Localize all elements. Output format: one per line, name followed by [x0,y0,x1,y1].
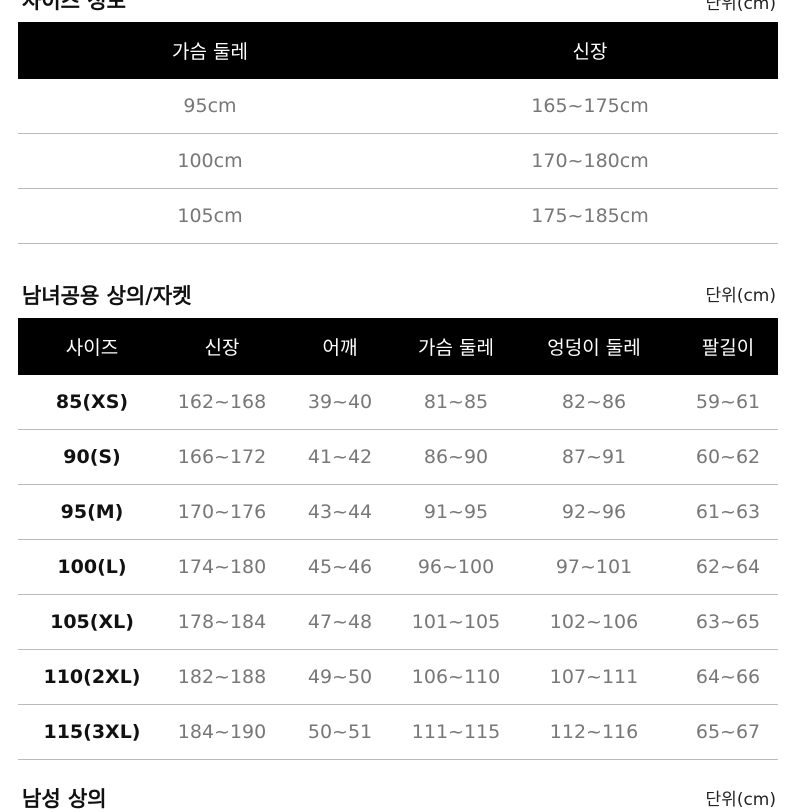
table-row: 90(S) 166~172 41~42 86~90 87~91 60~62 [18,429,778,485]
table-row: 105(XL) 178~184 47~48 101~105 102~106 63~65 [18,594,778,650]
table-cell: 115(3XL) [18,704,166,760]
table-cell: 110(2XL) [18,649,166,705]
table-row: 100(L) 174~180 45~46 96~100 97~101 62~64 [18,539,778,595]
table-row: 115(3XL) 184~190 50~51 111~115 112~116 65~67 [18,704,778,760]
table-cell: 82~86 [510,375,678,430]
table-cell: 165~175cm [402,79,778,134]
table-cell: 91~95 [402,484,510,540]
table-cell: 60~62 [678,429,778,485]
table-cell: 106~110 [402,649,510,705]
column-header: 사이즈 [18,318,166,375]
table-cell: 64~66 [678,649,778,705]
section-title: 사이즈 정보 [22,0,126,13]
table-cell: 105(XL) [18,594,166,650]
section-title: 남성 상의 [22,787,107,811]
table-cell: 41~42 [278,429,402,485]
table-cell: 166~172 [166,429,278,485]
column-header: 신장 [402,22,778,79]
unisex-top-size-table: 사이즈 신장 어깨 가슴 둘레 엉덩이 둘레 팔길이 85(XS) 162~168 39~40 8… [18,318,778,760]
table-cell: 175~185cm [402,188,778,244]
table-cell: 97~101 [510,539,678,595]
table-cell: 111~115 [402,704,510,760]
unit-label: 단위(cm) [705,0,776,14]
table-cell: 49~50 [278,649,402,705]
table-row: 95cm 165~175cm [18,79,778,134]
table-cell: 178~184 [166,594,278,650]
column-header: 엉덩이 둘레 [510,318,678,375]
table-cell: 112~116 [510,704,678,760]
table-row: 110(2XL) 182~188 49~50 106~110 107~111 64~66 [18,649,778,705]
table-cell: 100(L) [18,539,166,595]
unit-label: 단위(cm) [705,790,776,810]
table-row: 100cm 170~180cm [18,133,778,189]
section-title: 남녀공용 상의/자켓 [22,284,192,308]
table-cell: 90(S) [18,429,166,485]
table-cell: 39~40 [278,375,402,430]
table-cell: 63~65 [678,594,778,650]
column-header: 가슴 둘레 [402,318,510,375]
table-cell: 95cm [18,79,402,134]
table-row: 105cm 175~185cm [18,188,778,244]
column-header: 가슴 둘레 [18,22,402,79]
table-cell: 81~85 [402,375,510,430]
table-cell: 162~168 [166,375,278,430]
table-cell: 100cm [18,133,402,189]
table-cell: 45~46 [278,539,402,595]
column-header: 어깨 [278,318,402,375]
table-cell: 95(M) [18,484,166,540]
table-cell: 182~188 [166,649,278,705]
table-cell: 62~64 [678,539,778,595]
table-cell: 92~96 [510,484,678,540]
table-cell: 96~100 [402,539,510,595]
table-cell: 65~67 [678,704,778,760]
unit-label: 단위(cm) [705,286,776,306]
table-cell: 102~106 [510,594,678,650]
table-cell: 170~176 [166,484,278,540]
table-row: 85(XS) 162~168 39~40 81~85 82~86 59~61 [18,375,778,430]
table-cell: 43~44 [278,484,402,540]
table-cell: 86~90 [402,429,510,485]
table-cell: 87~91 [510,429,678,485]
table-cell: 184~190 [166,704,278,760]
table-cell: 47~48 [278,594,402,650]
table-row: 95(M) 170~176 43~44 91~95 92~96 61~63 [18,484,778,540]
column-header: 팔길이 [678,318,778,375]
table-cell: 61~63 [678,484,778,540]
column-header: 신장 [166,318,278,375]
table-cell: 174~180 [166,539,278,595]
table-cell: 170~180cm [402,133,778,189]
table-cell: 50~51 [278,704,402,760]
table-cell: 85(XS) [18,375,166,430]
table-cell: 101~105 [402,594,510,650]
size-info-table: 가슴 둘레 신장 95cm 165~175cm 100cm 170~180cm 105cm 1… [18,22,778,244]
table-cell: 59~61 [678,375,778,430]
table-cell: 107~111 [510,649,678,705]
table-cell: 105cm [18,188,402,244]
